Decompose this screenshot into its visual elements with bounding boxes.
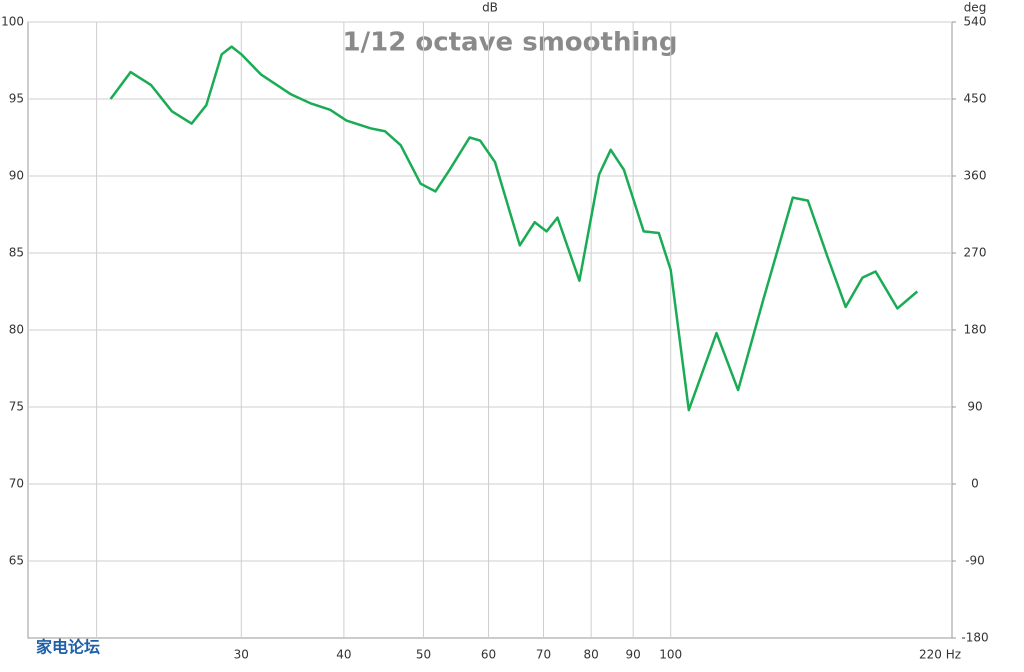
x-tick-label: 220 Hz	[919, 648, 961, 662]
y2-tick-label: 180	[964, 323, 987, 337]
y-tick-label: 80	[9, 323, 24, 337]
x-tick-label: 80	[584, 648, 599, 662]
y-tick-label: 95	[9, 92, 24, 106]
x-tick-label: 50	[416, 648, 431, 662]
y-tick-label: 85	[9, 246, 24, 260]
line	[109, 45, 919, 412]
x-tick-label: 30	[234, 648, 249, 662]
watermark: 家电论坛	[36, 638, 100, 657]
y2-unit: deg	[964, 1, 987, 15]
y-tick-label: 65	[9, 554, 24, 568]
y2-tick-label: 90	[967, 400, 982, 414]
y2-tick-label: 360	[964, 169, 987, 183]
y-tick-label: 70	[9, 477, 24, 491]
y2-tick-label: -180	[961, 631, 988, 645]
y2-tick-label: 0	[971, 477, 979, 491]
x-tick-label: 100	[659, 648, 682, 662]
x-tick-label: 90	[626, 648, 641, 662]
y-unit: dB	[482, 1, 498, 15]
x-tick-label: 70	[536, 648, 551, 662]
y2-tick-label: -90	[965, 554, 985, 568]
y2-tick-label: 450	[964, 92, 987, 106]
y2-tick-label: 270	[964, 246, 987, 260]
y-tick-label: 100	[1, 15, 24, 29]
y-tick-label: 90	[9, 169, 24, 183]
y-tick-label: 75	[9, 400, 24, 414]
x-tick-label: 60	[481, 648, 496, 662]
chart-title: 1/12 octave smoothing	[343, 28, 678, 58]
x-tick-label: 40	[336, 648, 351, 662]
y2-tick-label: 540	[964, 15, 987, 29]
